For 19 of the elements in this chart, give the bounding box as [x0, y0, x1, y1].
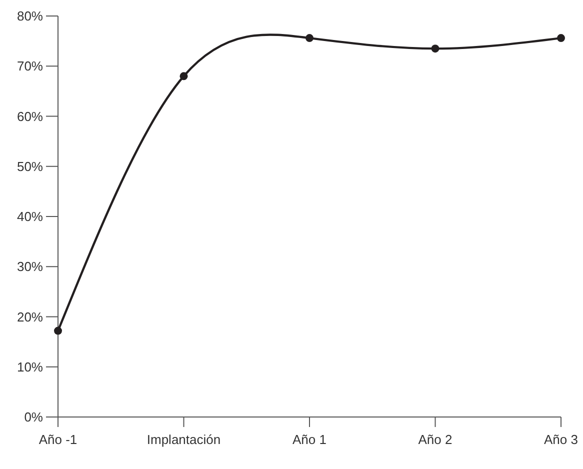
- point: [306, 34, 314, 42]
- y-tick-label: 10%: [16, 359, 44, 374]
- x-tick-label: Implantación: [146, 432, 221, 448]
- y-tick-label: 60%: [16, 108, 44, 124]
- point: [557, 34, 565, 42]
- point: [431, 44, 440, 53]
- point: [54, 326, 62, 335]
- y-tick-label: 80%: [16, 8, 44, 24]
- x-tick-label: Año -1: [38, 432, 78, 448]
- y-tick-label: 70%: [16, 58, 44, 74]
- y-tick-label: 50%: [16, 158, 44, 174]
- y-tick-label: 40%: [16, 209, 44, 224]
- x-tick-label: Año 3: [544, 432, 578, 448]
- x-tick-label: Año 2: [418, 432, 452, 448]
- y-tick-label: 30%: [16, 259, 44, 274]
- point: [180, 72, 188, 80]
- x-tick-label: Año 1: [292, 432, 326, 448]
- y-tick-label: 0%: [24, 410, 44, 425]
- y-tick-label: 20%: [16, 309, 44, 324]
